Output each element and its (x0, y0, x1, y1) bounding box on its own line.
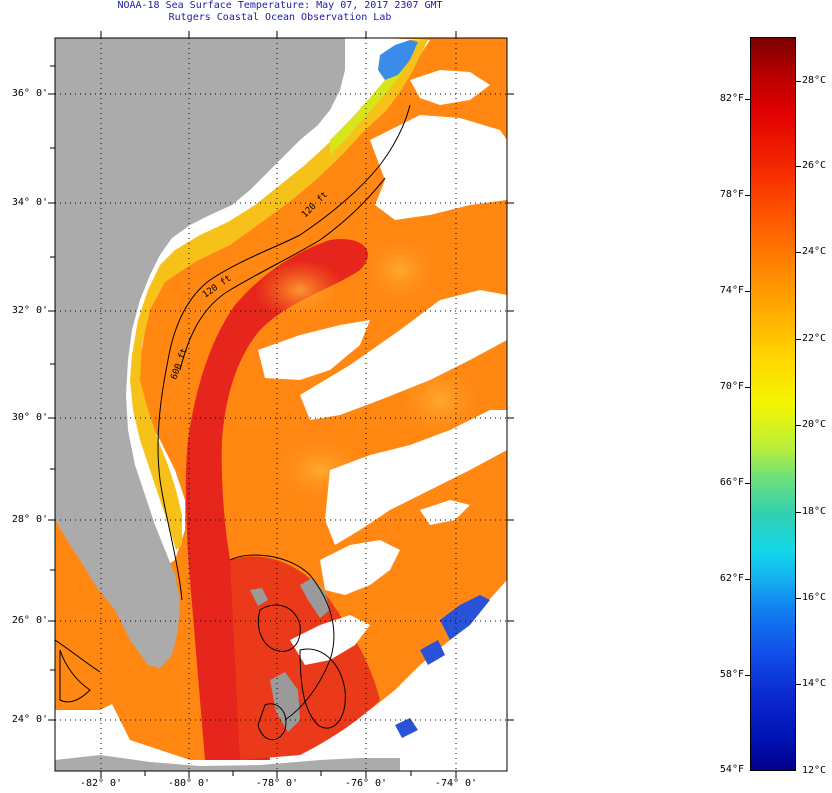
fahrenheit-label: 58°F (719, 669, 744, 680)
gulf-stream-core (185, 239, 369, 760)
bathymetry-contours (55, 104, 411, 740)
lat-label: 36° 0' (11, 88, 48, 99)
lon-label: -76° 0' (344, 778, 388, 789)
eddy-swirl (360, 235, 440, 305)
lat-label: 30° 0' (11, 412, 48, 423)
lon-label: -74° 0' (434, 778, 478, 789)
lat-label: 32° 0' (11, 305, 48, 316)
celsius-label: 20°C (802, 419, 827, 430)
graticule (55, 38, 507, 771)
celsius-label: 22°C (802, 333, 827, 344)
colorbar-tick (745, 387, 750, 388)
colorbar-tick (796, 252, 801, 253)
lon-label: -80° 0' (167, 778, 211, 789)
colorbar-tick (745, 483, 750, 484)
fahrenheit-label: 66°F (719, 477, 744, 488)
lat-label: 24° 0' (11, 714, 48, 725)
colorbar-tick (745, 195, 750, 196)
celsius-label: 16°C (802, 592, 827, 603)
celsius-label: 14°C (802, 678, 827, 689)
celsius-label: 28°C (802, 75, 827, 86)
lat-label: 26° 0' (11, 615, 48, 626)
lat-label: 28° 0' (11, 514, 48, 525)
coastal-cool-band (130, 40, 428, 550)
celsius-label: 18°C (802, 506, 827, 517)
lon-label: -82° 0' (79, 778, 123, 789)
axis-ticks (48, 31, 514, 778)
colorbar-tick (796, 166, 801, 167)
eddy-swirl (255, 260, 345, 320)
bahamas-island (300, 578, 330, 618)
gulf-of-mexico (55, 460, 148, 710)
colorbar-tick (745, 291, 750, 292)
fahrenheit-label: 62°F (719, 573, 744, 584)
land-mass-cuba (55, 755, 400, 771)
map-subtitle: Rutgers Coastal Ocean Observation Lab (168, 12, 392, 23)
fahrenheit-label: 70°F (719, 381, 744, 392)
colorbar-tick (796, 512, 801, 513)
map-frame (54, 37, 508, 772)
colorbar-tick (796, 425, 801, 426)
colorbar-tick (796, 598, 801, 599)
fahrenheit-label: 78°F (719, 189, 744, 200)
temperature-colorbar (750, 37, 796, 771)
celsius-label: 26°C (802, 160, 827, 171)
bahamas-island (250, 588, 268, 606)
celsius-label: 12°C (802, 765, 827, 776)
lon-label: -78° 0' (255, 778, 299, 789)
bahamas-island (270, 672, 300, 732)
map-title: NOAA-18 Sea Surface Temperature: May 07,… (117, 0, 443, 11)
cold-water-patches-south (395, 595, 490, 738)
fahrenheit-label: 82°F (719, 93, 744, 104)
colorbar-tick (796, 684, 801, 685)
lat-label: 34° 0' (11, 197, 48, 208)
fahrenheit-label: 54°F (719, 764, 744, 775)
colorbar-tick (745, 675, 750, 676)
colorbar-tick (745, 579, 750, 580)
colorbar-tick (796, 339, 801, 340)
cold-water-patch-north (378, 40, 418, 80)
fahrenheit-label: 74°F (719, 285, 744, 296)
colorbar-tick (796, 81, 801, 82)
cloud-cover (258, 70, 507, 665)
celsius-label: 24°C (802, 246, 827, 257)
colorbar-tick (745, 99, 750, 100)
land-mass-us (55, 38, 345, 668)
